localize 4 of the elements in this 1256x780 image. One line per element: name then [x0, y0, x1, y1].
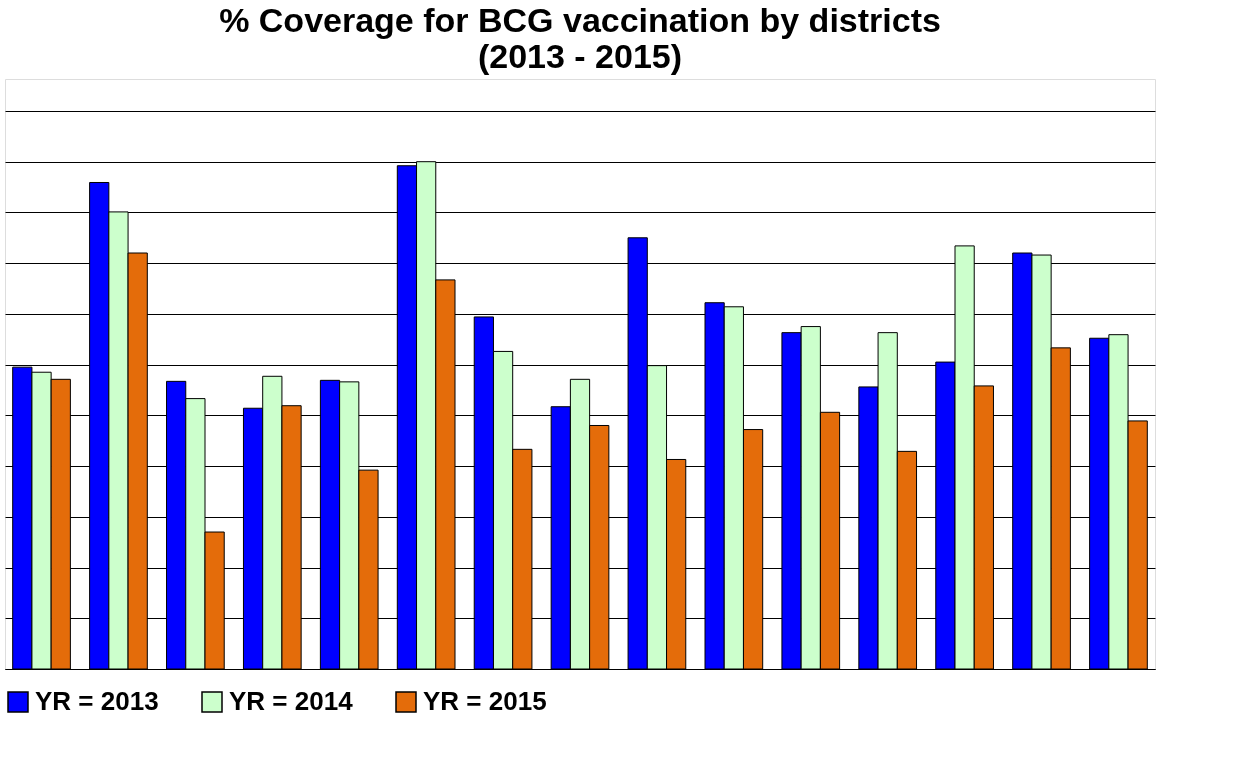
chart-title: % Coverage for BCG vaccination by districts (2013 - 2015) — [219, 1, 941, 75]
legend-label: YR = 2013 — [35, 686, 159, 716]
legend-label: YR = 2014 — [229, 686, 354, 716]
legend-label: YR = 2015 — [423, 686, 547, 716]
